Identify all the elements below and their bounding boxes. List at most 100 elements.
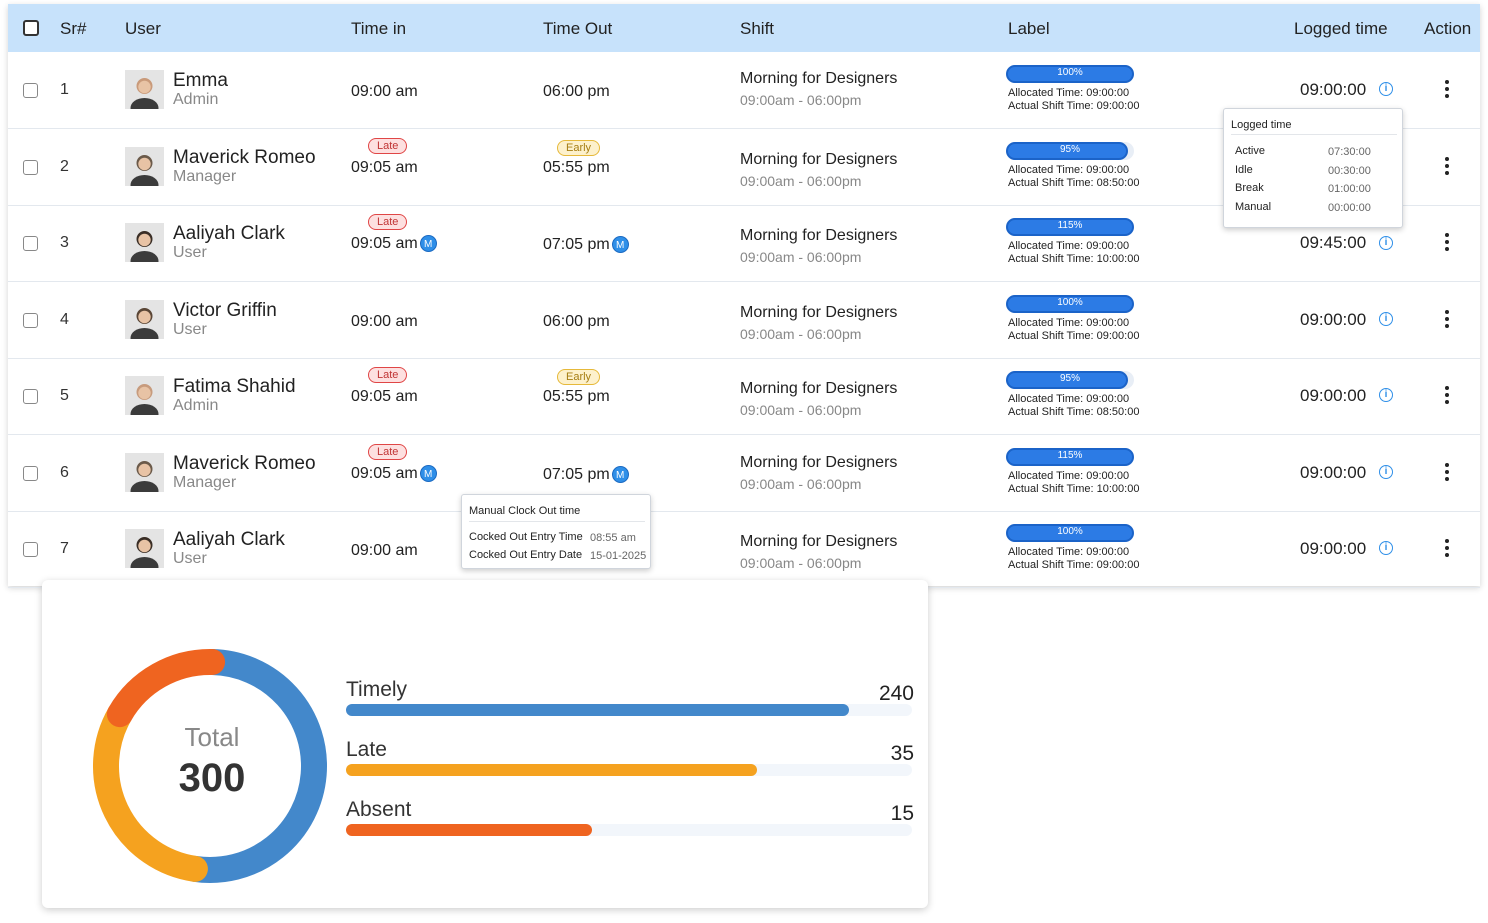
shift-progress-bar: 95% (1006, 371, 1134, 389)
donut-segment-late (93, 701, 208, 882)
user-role: User (173, 550, 207, 567)
row-checkbox[interactable] (23, 389, 38, 404)
header-time-out[interactable]: Time Out (543, 19, 613, 38)
row-checkbox[interactable] (23, 83, 38, 98)
row-actions-menu-icon[interactable] (1442, 309, 1452, 330)
row-actions-menu-icon[interactable] (1442, 233, 1452, 253)
row-sr: 6 (60, 463, 69, 481)
logged-time-value: 09:00:00 (1300, 309, 1367, 329)
header-label[interactable]: Label (1008, 19, 1050, 38)
stat-name: Timely (346, 678, 408, 701)
select-all-checkbox[interactable] (23, 20, 39, 36)
row-checkbox[interactable] (23, 159, 38, 175)
info-icon[interactable]: i (1379, 388, 1393, 402)
shift-progress-fill (1006, 447, 1134, 466)
avatar (125, 299, 164, 339)
row-actions-menu-icon[interactable] (1442, 386, 1452, 406)
manual-entry-icon[interactable]: M (611, 236, 629, 254)
shift-range: 09:00am - 06:00pm (740, 249, 862, 265)
time-out-value: 07:05 pm M (543, 466, 629, 484)
time-out-value: 05:55 pm (543, 158, 610, 176)
total-label: Total (184, 722, 240, 752)
row-checkbox[interactable] (23, 542, 38, 557)
info-icon[interactable]: i (1379, 464, 1393, 479)
row-checkbox[interactable] (23, 465, 38, 481)
user-name[interactable]: Maverick Romeo (173, 146, 316, 168)
logged-time-value: 09:45:00 (1300, 233, 1367, 252)
attendance-donut-chart (93, 649, 327, 883)
row-checkbox[interactable] (23, 236, 38, 251)
logged-breakdown-label: Idle (1235, 163, 1253, 176)
actual-shift-time: Actual Shift Time: 09:00:00 (1008, 100, 1140, 112)
row-sr: 2 (60, 157, 69, 175)
user-name[interactable]: Victor Griffin (173, 299, 277, 321)
row-actions-menu-icon[interactable] (1442, 462, 1452, 483)
allocated-time: Allocated Time: 09:00:00 (1008, 87, 1130, 99)
shift-progress-fill (1006, 218, 1134, 236)
logged-tooltip-title: Logged time (1231, 119, 1292, 131)
user-name[interactable]: Aaliyah Clark (173, 223, 285, 244)
table-row: 2 Maverick Romeo Manager Late 09:05 am E… (8, 129, 1480, 206)
user-name[interactable]: Fatima Shahid (173, 376, 296, 397)
shift-range: 09:00am - 06:00pm (740, 92, 862, 108)
row-actions-menu-icon[interactable] (1442, 539, 1452, 559)
time-out-value: 06:00 pm (543, 312, 610, 330)
actual-shift-time: Actual Shift Time: 08:50:00 (1008, 176, 1140, 189)
donut-segment-timely (181, 649, 327, 883)
user-name[interactable]: Emma (173, 70, 228, 91)
manual-entry-icon[interactable]: M (419, 235, 437, 253)
actual-shift-time: Actual Shift Time: 09:00:00 (1008, 559, 1140, 571)
donut-segment-absent (106, 649, 226, 728)
shift-progress-fill (1006, 141, 1128, 160)
shift-progress-bar: 95% (1006, 141, 1134, 160)
manual-entry-icon[interactable]: M (611, 465, 629, 483)
row-actions-menu-icon[interactable] (1442, 80, 1452, 100)
info-icon[interactable]: i (1379, 541, 1393, 555)
row-sr: 4 (60, 310, 69, 328)
logged-time-value: 09:00:00 (1300, 462, 1367, 482)
manual-entry-icon[interactable]: M (419, 464, 437, 482)
table-row: 1 Emma Admin 09:00 am 06:00 pm Morning f… (8, 52, 1480, 129)
shift-progress-label: 100% (1057, 526, 1083, 537)
user-role: Manager (173, 473, 237, 491)
stat-bar-fill (346, 824, 592, 836)
logged-time-value: 09:00:00 (1300, 80, 1367, 99)
info-icon[interactable]: i (1379, 82, 1393, 96)
time-out-value: 06:00 pm (543, 83, 610, 100)
header-sr[interactable]: Sr# (60, 19, 87, 38)
header-shift[interactable]: Shift (740, 19, 775, 38)
clock-tooltip-title: Manual Clock Out time (469, 505, 581, 517)
header-time-in[interactable]: Time in (351, 19, 407, 38)
shift-name: Morning for Designers (740, 533, 898, 550)
header-user[interactable]: User (125, 19, 161, 38)
allocated-time: Allocated Time: 09:00:00 (1008, 546, 1130, 558)
allocated-time: Allocated Time: 09:00:00 (1008, 469, 1130, 482)
allocated-time: Allocated Time: 09:00:00 (1008, 240, 1130, 252)
user-name[interactable]: Maverick Romeo (173, 452, 316, 474)
avatar (125, 529, 164, 568)
row-checkbox[interactable] (23, 312, 38, 328)
time-in-value: 09:05 am M (351, 465, 437, 483)
time-in-value: 09:00 am (351, 83, 418, 100)
shift-name: Morning for Designers (740, 303, 898, 321)
shift-progress-fill (1006, 371, 1128, 389)
shift-progress-label: 95% (1059, 373, 1080, 384)
shift-name: Morning for Designers (740, 150, 898, 168)
time-in-value: 09:05 am M (351, 235, 437, 253)
stat-value: 35 (890, 742, 914, 765)
allocated-time: Allocated Time: 09:00:00 (1008, 163, 1130, 176)
row-sr: 5 (60, 387, 69, 404)
user-role: Manager (173, 167, 237, 185)
row-actions-menu-icon[interactable] (1442, 156, 1452, 177)
header-logged-time[interactable]: Logged time (1294, 19, 1388, 38)
late-badge: Late (368, 367, 408, 383)
time-in-value: 09:00 am (351, 542, 418, 559)
user-name[interactable]: Aaliyah Clark (173, 529, 285, 550)
info-icon[interactable]: i (1379, 311, 1393, 326)
avatar (125, 146, 164, 186)
shift-progress-label: 100% (1057, 67, 1083, 78)
actual-shift-time: Actual Shift Time: 10:00:00 (1008, 482, 1140, 495)
info-icon[interactable]: i (1379, 236, 1393, 250)
shift-name: Morning for Designers (740, 453, 898, 471)
